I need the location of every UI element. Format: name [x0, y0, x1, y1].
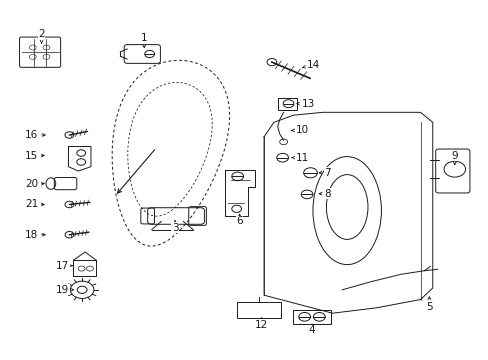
Text: 6: 6 — [236, 214, 243, 226]
Text: 2: 2 — [38, 29, 45, 43]
Text: 11: 11 — [291, 153, 308, 163]
Text: 5: 5 — [425, 297, 432, 312]
Text: 21: 21 — [25, 199, 44, 210]
Text: 19: 19 — [56, 285, 73, 295]
Text: 3: 3 — [171, 221, 178, 233]
Text: 16: 16 — [25, 130, 45, 140]
Text: 20: 20 — [25, 179, 44, 189]
Text: 14: 14 — [302, 60, 319, 70]
Text: 9: 9 — [450, 150, 457, 165]
Text: 1: 1 — [141, 33, 147, 48]
Text: 7: 7 — [319, 168, 330, 178]
Text: 17: 17 — [56, 261, 72, 271]
Text: 10: 10 — [291, 125, 308, 135]
Text: 15: 15 — [25, 150, 44, 161]
Text: 13: 13 — [296, 99, 314, 109]
Text: 18: 18 — [25, 230, 45, 240]
Text: 12: 12 — [254, 318, 268, 330]
Text: 4: 4 — [308, 324, 315, 336]
Text: 8: 8 — [319, 189, 330, 199]
